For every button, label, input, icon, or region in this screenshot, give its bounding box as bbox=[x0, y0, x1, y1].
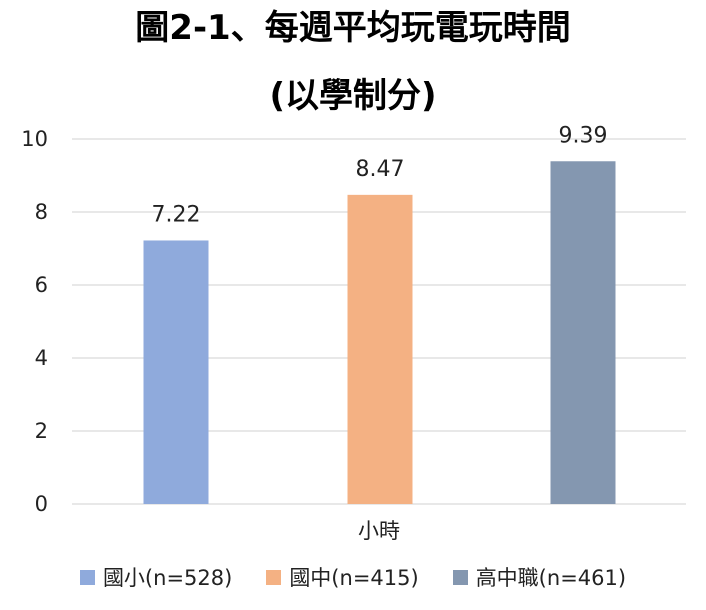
y-tick-label: 8 bbox=[35, 200, 48, 224]
legend: 國小(n=528) 國中(n=415) 高中職(n=461) bbox=[0, 562, 706, 592]
data-labels: 7.22 8.47 9.39 bbox=[152, 123, 608, 227]
bar-2 bbox=[347, 194, 413, 504]
bar-3 bbox=[550, 161, 616, 504]
bar-value-label-2: 8.47 bbox=[356, 157, 405, 182]
y-tick-label: 4 bbox=[35, 346, 48, 370]
legend-swatch-1 bbox=[79, 569, 95, 585]
y-tick-label: 6 bbox=[35, 273, 48, 297]
legend-label-2: 國中(n=415) bbox=[289, 566, 419, 590]
legend-item-2: 國中(n=415) bbox=[266, 562, 419, 592]
y-tick-label: 2 bbox=[35, 419, 48, 443]
chart-subtitle: (以學制分) bbox=[269, 76, 437, 116]
x-category-label: 小時 bbox=[358, 519, 400, 543]
bar-value-label-3: 9.39 bbox=[559, 123, 608, 148]
legend-swatch-2 bbox=[266, 569, 282, 585]
legend-swatch-3 bbox=[452, 569, 468, 585]
chart-title: 圖2-1、每週平均玩電玩時間 bbox=[135, 8, 571, 48]
legend-item-3: 高中職(n=461) bbox=[452, 562, 627, 592]
legend-label-3: 高中職(n=461) bbox=[475, 566, 627, 590]
bar-1 bbox=[143, 240, 209, 504]
y-axis-tick-labels: 0 2 4 6 8 10 bbox=[21, 127, 48, 516]
legend-label-1: 國小(n=528) bbox=[102, 566, 233, 590]
x-axis-category-labels: 小時 bbox=[358, 519, 400, 543]
bar-value-label-1: 7.22 bbox=[152, 202, 201, 227]
y-tick-label: 0 bbox=[35, 492, 48, 516]
y-tick-label: 10 bbox=[21, 127, 48, 151]
bars bbox=[143, 161, 616, 504]
legend-item-1: 國小(n=528) bbox=[79, 562, 233, 592]
